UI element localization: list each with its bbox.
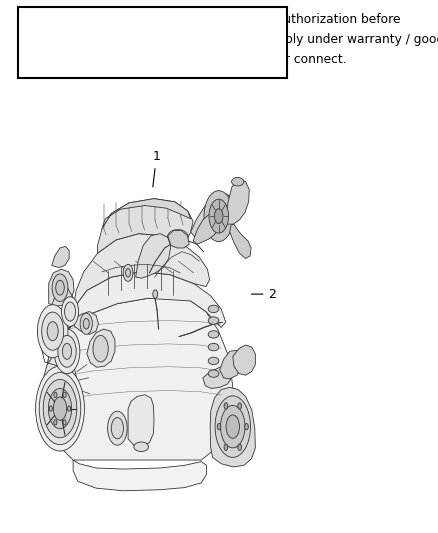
Circle shape [238,403,241,409]
Circle shape [245,423,248,430]
Circle shape [93,335,108,362]
Polygon shape [52,246,69,268]
Polygon shape [203,365,231,389]
Text: See appropriate warranty bulletin in dealer connect.: See appropriate warranty bulletin in dea… [26,53,346,66]
Circle shape [54,329,80,374]
Circle shape [217,423,221,430]
Polygon shape [102,199,191,228]
Circle shape [123,264,133,281]
Polygon shape [44,296,233,460]
Circle shape [54,419,57,425]
Text: 1: 1 [152,150,160,187]
Circle shape [226,415,240,438]
Circle shape [35,366,85,451]
Polygon shape [49,269,74,306]
Circle shape [224,444,228,450]
Polygon shape [44,354,77,418]
Polygon shape [128,395,154,447]
Text: 2: 2 [251,288,276,301]
Circle shape [215,396,251,457]
Ellipse shape [208,330,219,338]
Ellipse shape [208,317,219,324]
Circle shape [80,313,92,334]
Circle shape [111,418,124,439]
Circle shape [37,305,68,358]
Polygon shape [226,179,249,224]
Circle shape [215,209,223,223]
Circle shape [64,302,76,321]
Circle shape [209,199,229,233]
Circle shape [63,392,66,398]
Circle shape [224,403,228,409]
Polygon shape [136,233,171,278]
Circle shape [49,389,71,429]
Ellipse shape [208,305,219,313]
Text: replacing a Cummins diesel engine assembly under warranty / goodwill.: replacing a Cummins diesel engine assemb… [26,33,438,46]
Polygon shape [98,199,193,253]
Circle shape [58,335,76,367]
Polygon shape [87,329,115,367]
Bar [18,7,287,78]
Circle shape [52,274,68,302]
Polygon shape [219,350,241,379]
Circle shape [63,343,71,359]
Circle shape [53,397,67,420]
Circle shape [204,191,233,241]
Circle shape [42,312,64,350]
Polygon shape [73,233,209,309]
Circle shape [63,419,66,425]
Circle shape [56,280,64,295]
Ellipse shape [208,370,219,377]
Circle shape [67,406,71,411]
Ellipse shape [208,343,219,351]
Ellipse shape [232,177,244,186]
Circle shape [126,269,131,277]
Polygon shape [210,387,255,467]
Circle shape [83,318,89,329]
Text: North America Dealers must obtain pre- authorization before: North America Dealers must obtain pre- a… [26,13,400,26]
Ellipse shape [134,442,148,451]
Circle shape [47,321,58,341]
Circle shape [108,411,127,445]
Ellipse shape [208,357,219,365]
Polygon shape [74,312,99,334]
Circle shape [238,444,241,450]
Polygon shape [193,215,219,244]
Polygon shape [191,193,237,238]
Circle shape [54,392,57,398]
Circle shape [221,406,245,448]
Polygon shape [63,272,226,333]
Polygon shape [230,224,251,259]
Polygon shape [44,325,67,428]
Polygon shape [233,345,255,375]
Circle shape [43,379,77,438]
Circle shape [39,373,81,445]
Polygon shape [168,230,189,248]
Circle shape [61,297,79,326]
Circle shape [49,406,53,411]
Polygon shape [73,460,207,491]
Circle shape [153,290,158,298]
